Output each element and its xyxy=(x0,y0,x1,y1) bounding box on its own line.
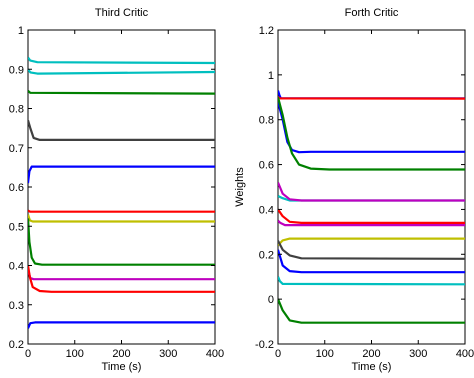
series-line-7 xyxy=(28,214,215,223)
series-line-13 xyxy=(278,298,465,324)
series-line-9 xyxy=(278,237,465,247)
y-tick-label: 0.8 xyxy=(259,115,274,127)
series-line-6 xyxy=(28,209,215,213)
y-tick-label: 0.2 xyxy=(9,339,24,351)
series-line-4 xyxy=(28,119,215,141)
chart-title: Third Critic xyxy=(95,7,149,19)
series-line-4 xyxy=(278,97,465,171)
series-line-2 xyxy=(28,68,215,75)
plot-area xyxy=(277,29,466,345)
series-line-12 xyxy=(278,276,465,286)
y-tick-label: -0.2 xyxy=(255,339,274,351)
x-tick-label: 400 xyxy=(206,348,224,360)
series-line-10 xyxy=(278,240,465,260)
x-axis-label: Time (s) xyxy=(102,361,142,373)
x-tick-label: 100 xyxy=(66,348,84,360)
series-line-8 xyxy=(28,218,215,266)
y-tick-label: 1 xyxy=(268,70,274,82)
x-tick-label: 200 xyxy=(362,348,380,360)
chart-panel-1: 0 100 200 300 400 0.2 0.3 0.4 0.5 0.6 0.7 0.8 0.9 1 Th… xyxy=(9,7,224,373)
series-line-3 xyxy=(28,89,215,95)
series-line-1 xyxy=(28,56,215,65)
y-tick-label: 0.3 xyxy=(9,300,24,312)
y-tick-label: 1 xyxy=(18,25,24,37)
x-axis-label: Time (s) xyxy=(352,361,392,373)
x-tick-label: 100 xyxy=(316,348,334,360)
series-line-2 xyxy=(278,96,465,100)
series-line-10 xyxy=(28,265,215,293)
series-line-8 xyxy=(278,219,465,227)
x-tick-label: 0 xyxy=(25,348,31,360)
y-tick-label: 0.4 xyxy=(9,261,24,273)
x-tick-label: 300 xyxy=(409,348,427,360)
x-tick-label: 300 xyxy=(159,348,177,360)
y-tick-label: 1.2 xyxy=(259,25,274,37)
x-tick-label: 0 xyxy=(275,348,281,360)
y-tick-label: 0.6 xyxy=(9,182,24,194)
y-tick-label: 0.7 xyxy=(9,143,24,155)
plot-area xyxy=(27,29,216,345)
y-axis-label: Weights xyxy=(234,167,246,207)
y-tick-label: 0.8 xyxy=(9,104,24,116)
x-tick-label: 200 xyxy=(112,348,130,360)
y-tick-label: 0.5 xyxy=(9,221,24,233)
series-line-11 xyxy=(28,321,215,329)
y-tick-label: 0.9 xyxy=(9,64,24,76)
y-tick-label: 0 xyxy=(268,294,274,306)
series-line-5 xyxy=(28,165,215,184)
chart-title: Forth Critic xyxy=(345,7,399,19)
y-tick-label: 0.2 xyxy=(259,249,274,261)
series-group xyxy=(28,56,215,329)
series-group xyxy=(278,90,465,324)
series-line-11 xyxy=(278,249,465,274)
y-tick-label: 0.4 xyxy=(259,204,274,216)
chart-panel-2: 0 100 200 300 400-0.200.20.40.60.811.2Forth … xyxy=(234,7,474,373)
x-tick-label: 400 xyxy=(456,348,474,360)
series-line-6 xyxy=(278,182,465,202)
y-tick-label: 0.6 xyxy=(259,160,274,172)
series-line-7 xyxy=(278,208,465,224)
